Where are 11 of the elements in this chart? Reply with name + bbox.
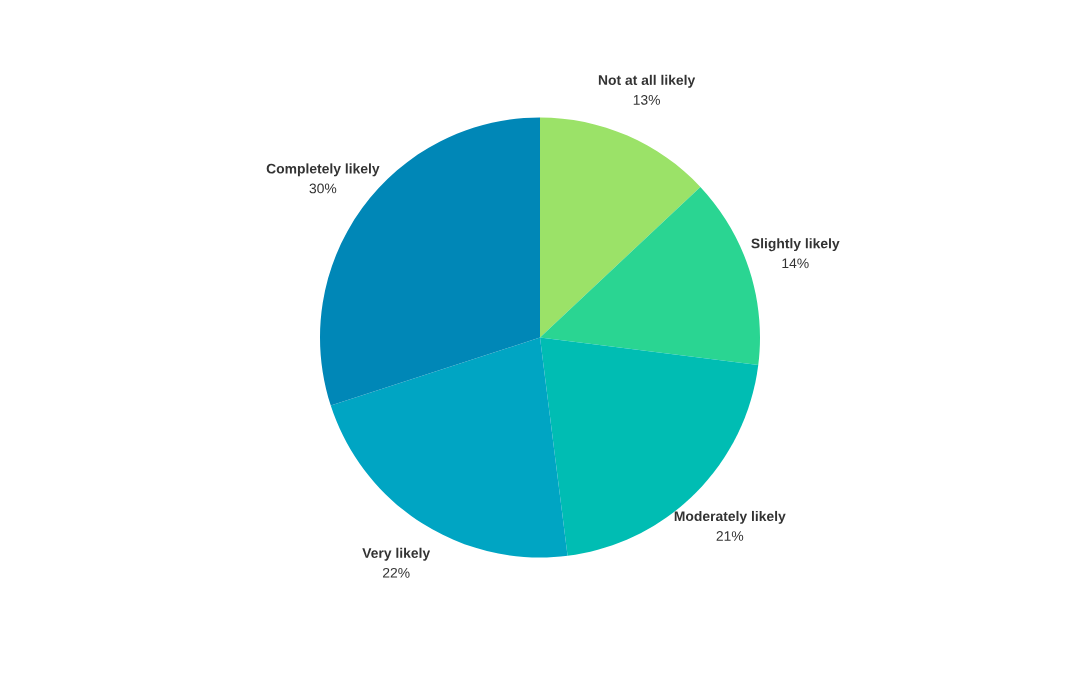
slice-label: Slightly likely <box>751 238 840 252</box>
slice-label: Completely likely <box>266 163 380 177</box>
slice-label: Not at all likely <box>598 74 696 88</box>
data-label: 13% <box>633 94 660 105</box>
data-label: 30% <box>309 183 337 194</box>
slice-label: Moderately likely <box>674 510 786 524</box>
slice-label: Very likely <box>362 547 431 561</box>
data-label: 21% <box>716 531 744 541</box>
data-label: 22% <box>382 567 410 578</box>
data-label: 14% <box>782 258 809 269</box>
pie-slice <box>540 117 701 338</box>
